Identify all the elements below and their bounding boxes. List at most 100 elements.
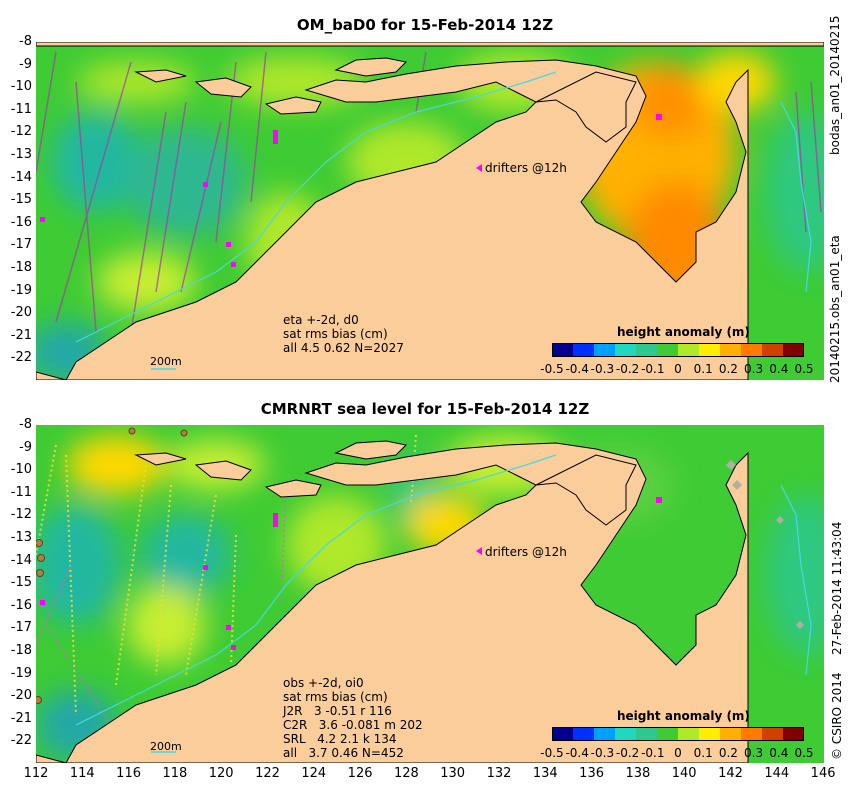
y-tick-label: -13 (10, 530, 32, 545)
colorbar-tick-label: 0 (674, 746, 682, 760)
colorbar-tick-label: -0.4 (565, 362, 589, 376)
panel1-notes: eta +-2d, d0 sat rms bias (cm) all 4.5 0… (283, 313, 404, 355)
y-tick-label: -16 (10, 214, 32, 230)
panel2-isobath (75, 454, 557, 726)
y-tick-label: -10 (10, 462, 32, 478)
x-tick-label: 132 (486, 766, 512, 781)
panel1-colorbar (552, 343, 804, 357)
x-tick-label: 130 (440, 766, 466, 781)
panel1-side-label-bottom: 20140215.obs_an01_eta (828, 235, 842, 383)
y-tick-label: -14 (10, 552, 32, 568)
colorbar-tick-label: 0.2 (718, 362, 738, 376)
colorbar-tick-label: -0.3 (590, 746, 615, 760)
y-tick-label: -8 (19, 34, 32, 49)
x-tick-label: 122 (255, 766, 280, 781)
colorbar-swatch (636, 343, 658, 357)
colorbar-swatch (783, 343, 804, 357)
panel2-colorbar (552, 727, 804, 741)
panel2-obs-tracks (36, 434, 417, 716)
y-tick-label: -9 (19, 439, 32, 455)
panel2-side-label-top: 27-Feb-2014 11:43:04 (830, 521, 844, 655)
panel1-colorbar-label: height anomaly (m) (617, 325, 750, 339)
y-tick-label: -15 (10, 192, 32, 208)
y-tick-label: -16 (10, 597, 32, 613)
y-tick-label: -10 (10, 79, 32, 95)
panel1-y-ticks: -8 -9 -10 -11 -12 -13 -14 -15 -16 -17 -18 -19 -20 -21… (4, 34, 34, 374)
panel1-scale-label: 200m (150, 355, 182, 368)
colorbar-tick-label: 0.3 (744, 362, 764, 376)
panel1-map (36, 42, 824, 380)
x-tick-label: 124 (301, 766, 327, 781)
panel2-note: sat rms bias (cm) (283, 690, 388, 704)
colorbar-swatch (699, 727, 721, 741)
colorbar-swatch (552, 727, 574, 741)
panel2-land (36, 440, 749, 763)
y-tick-label: -15 (10, 575, 32, 591)
y-tick-label: -9 (19, 56, 32, 72)
panel2-notes: obs +-2d, oi0 sat rms bias (cm) J2R 3 -0… (283, 676, 423, 760)
y-tick-label: -21 (10, 710, 32, 726)
panel1-note: all 4.5 0.62 N=2027 (283, 341, 404, 355)
panel2-drifter-label: drifters @12h (485, 545, 567, 559)
colorbar-tick-label: 0 (674, 362, 682, 376)
panel1-note: sat rms bias (cm) (283, 327, 388, 341)
y-tick-label: -19 (10, 665, 32, 681)
colorbar-tick-label: -0.5 (540, 362, 564, 376)
colorbar-tick-label: 0.4 (769, 362, 789, 376)
panel2-title: CMRNRT sea level for 15-Feb-2014 12Z (260, 400, 590, 418)
colorbar-swatch (657, 727, 679, 741)
colorbar-tick-label: -0.1 (641, 746, 665, 760)
colorbar-swatch (720, 343, 742, 357)
colorbar-swatch (741, 727, 763, 741)
panel2-note: C2R 3.6 -0.081 m 202 (283, 718, 423, 732)
panel2-note: obs +-2d, oi0 (283, 676, 364, 690)
y-tick-label: -19 (10, 282, 32, 298)
y-tick-label: -11 (10, 101, 32, 117)
y-tick-label: -11 (10, 484, 32, 500)
y-tick-label: -18 (10, 643, 32, 658)
colorbar-swatch (699, 343, 721, 357)
y-tick-label: -17 (10, 237, 32, 253)
panel2-note: J2R 3 -0.51 r 116 (283, 704, 392, 718)
colorbar-swatch (615, 343, 637, 357)
x-tick-label: 118 (162, 766, 188, 781)
x-tick-label: 128 (393, 766, 419, 781)
y-tick-label: -13 (10, 147, 32, 162)
panel2-gauge-markers (726, 460, 804, 629)
y-tick-label: -20 (10, 688, 32, 704)
x-tick-label: 140 (671, 766, 697, 781)
y-tick-label: -18 (10, 260, 32, 275)
panel1-side-label-top: bodas_an01_20140215 (828, 15, 842, 156)
x-tick-label: 138 (625, 766, 651, 781)
panel1-drifters (40, 114, 662, 267)
colorbar-swatch (783, 727, 804, 741)
colorbar-tick-label: -0.4 (565, 746, 589, 760)
y-tick-label: -21 (10, 327, 32, 343)
panel1-colorbar-ticks: -0.5 -0.4 -0.3 -0.2 -0.1 0 0.1 0.2 0.3 0.4 0.5 (537, 362, 819, 378)
panel2-y-ticks: -8 -9 -10 -11 -12 -13 -14 -15 -16 -17 -18 -19 -20 -21… (4, 417, 34, 757)
panel2-colorbar-ticks: -0.5 -0.4 -0.3 -0.2 -0.1 0 0.1 0.2 0.3 0.4 0.5 (537, 746, 819, 762)
x-tick-label: 114 (69, 766, 95, 781)
panel1-isobath (75, 71, 557, 343)
colorbar-tick-label: 0.4 (769, 746, 789, 760)
y-tick-label: -12 (10, 507, 32, 523)
colorbar-swatch (573, 343, 595, 357)
x-tick-label: 126 (347, 766, 373, 781)
y-tick-label: -14 (10, 169, 32, 185)
colorbar-tick-label: -0.5 (540, 746, 564, 760)
x-tick-label: 144 (764, 766, 790, 781)
x-tick-label: 134 (532, 766, 558, 781)
colorbar-tick-label: 0.5 (794, 746, 814, 760)
y-tick-label: -8 (19, 417, 32, 432)
colorbar-swatch (573, 727, 595, 741)
colorbar-swatch (741, 343, 763, 357)
panel1-drifter-label: drifters @12h (485, 161, 567, 175)
panel2-drifters (40, 497, 662, 650)
x-tick-label: 136 (579, 766, 604, 781)
colorbar-swatch (594, 727, 616, 741)
colorbar-tick-label: -0.3 (590, 362, 615, 376)
x-tick-label: 146 (810, 766, 836, 781)
colorbar-tick-label: 0.3 (744, 746, 764, 760)
colorbar-swatch (720, 727, 742, 741)
panel2-colorbar-label: height anomaly (m) (617, 709, 750, 723)
